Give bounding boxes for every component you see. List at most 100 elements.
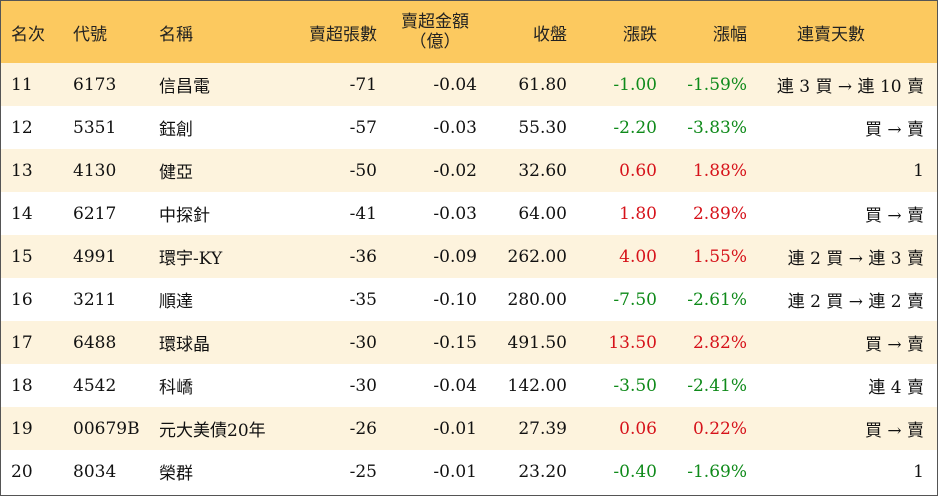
cell-code: 4542 [73, 375, 117, 396]
cell-sell-amount: -0.03 [433, 117, 477, 138]
cell-rank: 14 [11, 203, 33, 224]
cell-rank: 11 [11, 74, 33, 95]
table-row: 16 3211 順達 -35 -0.10 280.00 -7.50 -2.61% 連 2 買 →… [1, 278, 937, 321]
cell-close: 23.20 [518, 461, 567, 482]
cell-sell-amount: -0.01 [433, 418, 477, 439]
cell-change: -7.50 [613, 289, 657, 310]
cell-rank: 20 [11, 461, 33, 482]
cell-name: 順達 [159, 292, 193, 312]
cell-sell-lots: -30 [349, 332, 377, 353]
table-header: 名次 代號 名稱 賣超張數 賣超金額 （億） 收盤 漲跌 漲幅 連賣天數 [1, 1, 937, 63]
cell-change: 4.00 [619, 246, 657, 267]
cell-name: 鈺創 [159, 120, 193, 140]
cell-streak: 連 4 賣 [868, 378, 924, 398]
cell-sell-lots: -26 [349, 418, 377, 439]
cell-sell-amount: -0.03 [433, 203, 477, 224]
cell-streak: 連 3 買 → 連 10 賣 [776, 77, 924, 97]
table-row: 19 00679B 元大美債20年 -26 -0.01 27.39 0.06 0.22% 買 →… [1, 407, 937, 450]
cell-code: 6217 [73, 203, 117, 224]
cell-name: 信昌電 [159, 77, 210, 97]
cell-change: 0.06 [619, 418, 657, 439]
table-row: 17 6488 環球晶 -30 -0.15 491.50 13.50 2.82% 買 → 賣 [1, 321, 937, 364]
cell-streak: 1 [913, 461, 924, 482]
table-row: 13 4130 健亞 -50 -0.02 32.60 0.60 1.88% 1 [1, 149, 937, 192]
cell-rank: 17 [11, 332, 33, 353]
cell-change: -1.00 [613, 74, 657, 95]
cell-name: 榮群 [159, 464, 193, 484]
cell-code: 4130 [73, 160, 117, 181]
cell-sell-amount: -0.02 [433, 160, 477, 181]
cell-change: -0.40 [613, 461, 657, 482]
cell-rank: 12 [11, 117, 33, 138]
cell-close: 280.00 [507, 289, 567, 310]
cell-change: 0.60 [619, 160, 657, 181]
cell-sell-amount: -0.15 [433, 332, 477, 353]
cell-pct: 2.82% [692, 332, 747, 353]
cell-streak: 買 → 賣 [864, 421, 924, 441]
header-streak: 連賣天數 [797, 24, 865, 45]
cell-rank: 15 [11, 246, 33, 267]
header-change: 漲跌 [623, 24, 657, 45]
cell-close: 491.50 [507, 332, 567, 353]
cell-pct: -3.83% [687, 117, 747, 138]
cell-pct: 2.89% [692, 203, 747, 224]
table-row: 14 6217 中探針 -41 -0.03 64.00 1.80 2.89% 買 → 賣 [1, 192, 937, 235]
cell-close: 32.60 [518, 160, 567, 181]
cell-streak: 連 2 買 → 連 3 賣 [787, 249, 924, 269]
cell-pct: 1.88% [692, 160, 747, 181]
header-sell-amount-unit: （億） [409, 32, 461, 52]
header-code: 代號 [73, 24, 107, 45]
cell-pct: 0.22% [692, 418, 747, 439]
header-sell-lots: 賣超張數 [309, 24, 377, 45]
cell-rank: 13 [11, 160, 33, 181]
table-row: 11 6173 信昌電 -71 -0.04 61.80 -1.00 -1.59% 連 3 買 →… [1, 63, 937, 106]
cell-sell-amount: -0.09 [433, 246, 477, 267]
cell-code: 3211 [73, 289, 117, 310]
cell-sell-lots: -25 [349, 461, 377, 482]
cell-code: 5351 [73, 117, 117, 138]
cell-name: 健亞 [159, 163, 193, 183]
cell-streak: 買 → 賣 [864, 206, 924, 226]
cell-name: 環球晶 [159, 335, 210, 355]
table-row: 20 8034 榮群 -25 -0.01 23.20 -0.40 -1.69% 1 [1, 450, 937, 493]
cell-close: 61.80 [518, 74, 567, 95]
cell-pct: -2.41% [687, 375, 747, 396]
cell-sell-amount: -0.04 [433, 375, 477, 396]
cell-sell-amount: -0.04 [433, 74, 477, 95]
cell-sell-lots: -57 [349, 117, 377, 138]
cell-name: 環宇-KY [159, 249, 223, 269]
cell-rank: 16 [11, 289, 33, 310]
header-sell-amount: 賣超金額 （億） [389, 1, 481, 63]
cell-sell-amount: -0.10 [433, 289, 477, 310]
cell-code: 6488 [73, 332, 117, 353]
header-rank: 名次 [11, 24, 45, 45]
cell-close: 64.00 [518, 203, 567, 224]
cell-pct: -1.69% [687, 461, 747, 482]
cell-name: 科嶠 [159, 378, 193, 398]
cell-sell-lots: -71 [349, 74, 377, 95]
table-row: 18 4542 科嶠 -30 -0.04 142.00 -3.50 -2.41% 連 4 賣 [1, 364, 937, 407]
header-close: 收盤 [533, 24, 567, 45]
cell-streak: 買 → 賣 [864, 120, 924, 140]
cell-code: 00679B [73, 418, 140, 439]
cell-sell-lots: -35 [349, 289, 377, 310]
cell-close: 262.00 [507, 246, 567, 267]
table-row: 15 4991 環宇-KY -36 -0.09 262.00 4.00 1.55% 連 2 買 … [1, 235, 937, 278]
table-row: 12 5351 鈺創 -57 -0.03 55.30 -2.20 -3.83% 買 → 賣 [1, 106, 937, 149]
cell-change: 1.80 [619, 203, 657, 224]
cell-change: -3.50 [613, 375, 657, 396]
cell-streak: 連 2 買 → 連 2 賣 [787, 292, 924, 312]
cell-streak: 1 [913, 160, 924, 181]
cell-name: 中探針 [159, 206, 210, 226]
cell-sell-lots: -36 [349, 246, 377, 267]
cell-code: 6173 [73, 74, 117, 95]
cell-close: 142.00 [507, 375, 567, 396]
cell-sell-amount: -0.01 [433, 461, 477, 482]
cell-rank: 18 [11, 375, 33, 396]
cell-close: 27.39 [518, 418, 567, 439]
cell-code: 4991 [73, 246, 117, 267]
cell-close: 55.30 [518, 117, 567, 138]
cell-sell-lots: -30 [349, 375, 377, 396]
cell-sell-lots: -50 [349, 160, 377, 181]
cell-pct: -1.59% [687, 74, 747, 95]
